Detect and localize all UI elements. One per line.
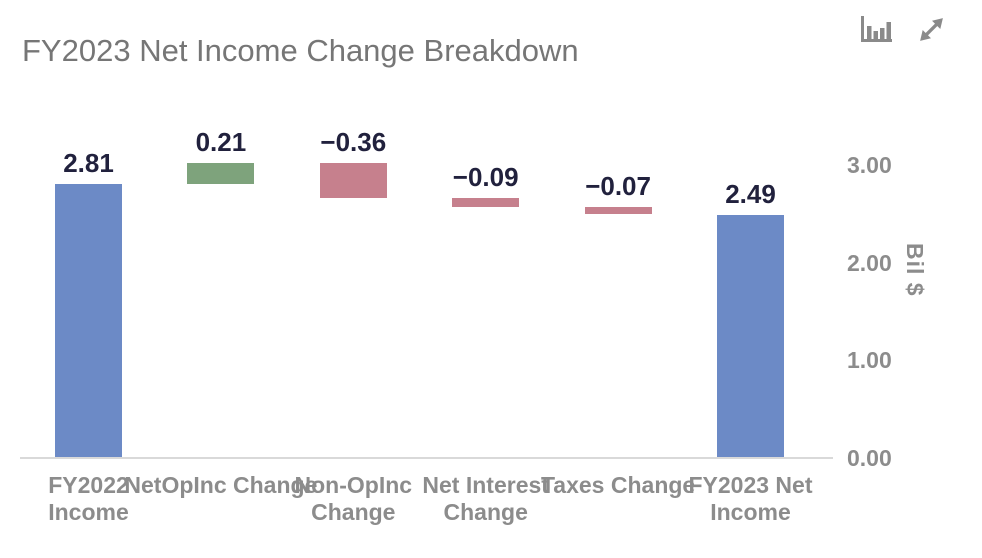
x-axis-label: Net Interest Change <box>422 472 549 525</box>
waterfall-bar[interactable] <box>187 163 255 184</box>
chart-type-button[interactable] <box>856 12 897 46</box>
expand-arrows-icon <box>917 17 946 47</box>
expand-button[interactable] <box>915 13 948 46</box>
y-axis-tick-label: 3.00 <box>847 152 892 178</box>
x-axis-label: NetOpInc Change <box>124 472 318 498</box>
x-axis-label: FY2023 Net Income <box>688 472 813 525</box>
waterfall-bar[interactable] <box>584 206 652 214</box>
x-axis-label: Taxes Change <box>540 472 696 498</box>
y-axis-tick-label: 1.00 <box>847 347 892 374</box>
bar-value-label: −0.36 <box>320 127 387 158</box>
bar-value-label: 0.21 <box>195 127 247 158</box>
y-axis-tick-label: 0.00 <box>847 445 892 471</box>
bar-value-label: 2.81 <box>63 147 114 178</box>
bar-value-label: −0.09 <box>452 162 519 193</box>
bar-value-label: 2.49 <box>725 178 776 209</box>
chart-title: FY2023 Net Income Change Breakdown <box>22 33 579 68</box>
chart-toolbar <box>856 12 948 46</box>
x-axis-line <box>20 457 833 459</box>
bar-chart-icon <box>858 16 895 47</box>
y-axis-title: Bil $ <box>902 243 928 297</box>
x-axis-label: FY2022 Income <box>48 472 129 525</box>
bar-value-label: −0.07 <box>585 170 651 201</box>
x-axis-label: Non-OpInc Change <box>294 472 413 525</box>
waterfall-bar[interactable] <box>55 183 122 458</box>
y-axis-tick-label: 2.00 <box>847 249 892 276</box>
waterfall-bar[interactable] <box>717 214 784 458</box>
waterfall-bar[interactable] <box>319 163 387 199</box>
waterfall-bar[interactable] <box>452 198 520 207</box>
